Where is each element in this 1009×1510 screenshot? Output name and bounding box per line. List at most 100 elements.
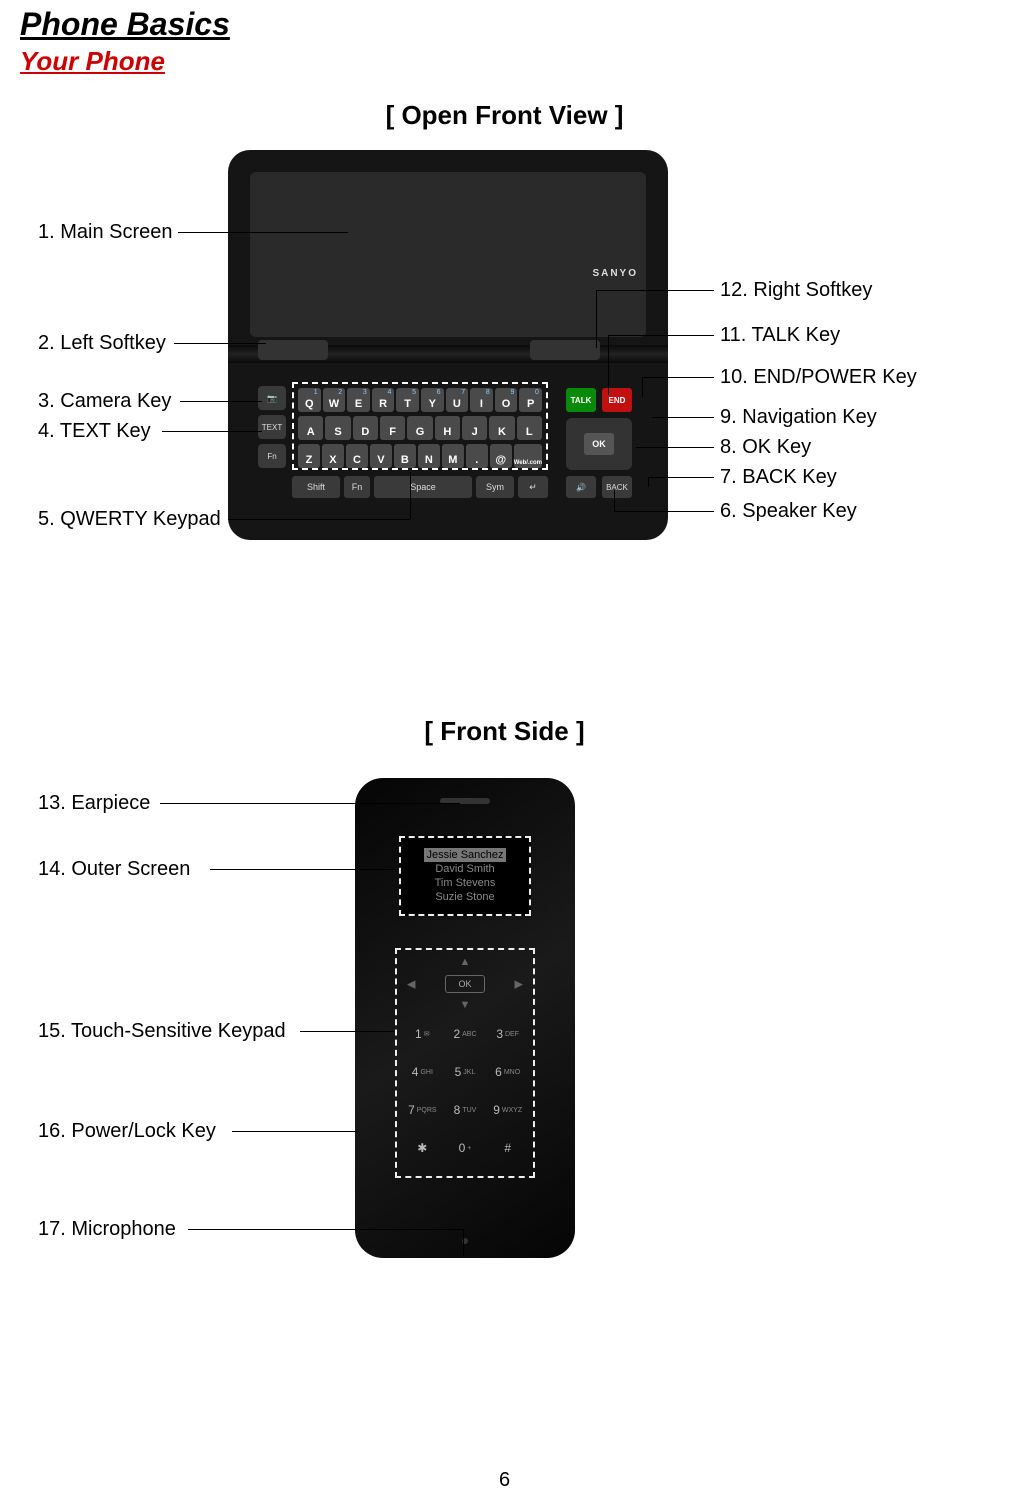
callout-text-key: 4. TEXT Key: [38, 420, 151, 443]
qwerty-key-a[interactable]: A: [298, 416, 323, 440]
lead-power-lock: [232, 1131, 358, 1132]
qwerty-key-i[interactable]: I8: [470, 388, 493, 412]
qwerty-key-d[interactable]: D: [353, 416, 378, 440]
nav-left-icon[interactable]: ◀: [407, 977, 415, 990]
numpad-key-✱[interactable]: ✱: [403, 1131, 442, 1165]
nav-right-icon[interactable]: ▶: [515, 977, 523, 990]
front-ok-key[interactable]: OK: [445, 975, 485, 993]
numpad-key-4[interactable]: 4GHI: [403, 1055, 442, 1089]
callout-main-screen: 1. Main Screen: [38, 221, 173, 244]
qwerty-bottom-row: Shift Fn Space Sym ↵: [292, 476, 548, 498]
end-power-key[interactable]: END: [602, 388, 632, 412]
qwerty-key-z[interactable]: Z: [298, 444, 320, 468]
qwerty-key-s[interactable]: S: [325, 416, 350, 440]
numpad-key-6[interactable]: 6MNO: [488, 1055, 527, 1089]
text-key[interactable]: TEXT: [258, 415, 286, 439]
callout-camera-key: 3. Camera Key: [38, 390, 171, 413]
callout-outer-screen: 14. Outer Screen: [38, 858, 190, 881]
callout-end-key: 10. END/POWER Key: [720, 366, 917, 389]
lead-spk-v: [614, 490, 615, 511]
callout-microphone: 17. Microphone: [38, 1218, 176, 1241]
right-softkey[interactable]: [530, 340, 600, 360]
lead-nav: [652, 417, 714, 418]
qwerty-key-.[interactable]: .: [466, 444, 488, 468]
callout-qwerty: 5. QWERTY Keypad: [38, 508, 221, 531]
space-key[interactable]: Space: [374, 476, 472, 498]
callout-speaker-key: 6. Speaker Key: [720, 500, 857, 523]
brand-logo: SANYO: [592, 268, 638, 279]
callout-left-softkey: 2. Left Softkey: [38, 332, 166, 355]
fn-side-key[interactable]: Fn: [258, 444, 286, 468]
front-nav-pad[interactable]: ▲ ▼ ◀ ▶ OK: [403, 956, 527, 1011]
lead-ok: [636, 447, 714, 448]
numpad-key-2[interactable]: 2ABC: [446, 1017, 485, 1051]
lead-left-softkey: [174, 343, 266, 344]
qwerty-key-c[interactable]: C: [346, 444, 368, 468]
page-title: Phone Basics: [20, 6, 230, 43]
qwerty-key-y[interactable]: Y6: [421, 388, 444, 412]
lead-qwerty-v: [410, 472, 411, 519]
touch-sensitive-keypad[interactable]: ▲ ▼ ◀ ▶ OK 1✉2ABC3DEF 4GHI5JKL6MNO 7PQRS8T…: [395, 948, 535, 1178]
speaker-key[interactable]: 🔊: [566, 476, 596, 498]
talk-key[interactable]: TALK: [566, 388, 596, 412]
callout-right-softkey: 12. Right Softkey: [720, 279, 872, 302]
lead-text-key: [162, 431, 262, 432]
numpad-key-0[interactable]: 0+: [446, 1131, 485, 1165]
qwerty-key-m[interactable]: M: [442, 444, 464, 468]
phone-front-view: Jessie Sanchez David Smith Tim Stevens S…: [355, 778, 575, 1258]
nav-up-icon[interactable]: ▲: [460, 956, 471, 968]
qwerty-key-e[interactable]: E3: [347, 388, 370, 412]
qwerty-key-p[interactable]: P0: [519, 388, 542, 412]
lead-talk-h: [608, 335, 714, 336]
qwerty-key-x[interactable]: X: [322, 444, 344, 468]
numpad-key-3[interactable]: 3DEF: [488, 1017, 527, 1051]
back-key[interactable]: BACK: [602, 476, 632, 498]
open-view-heading: [ Open Front View ]: [0, 100, 1009, 131]
numpad-grid[interactable]: 1✉2ABC3DEF 4GHI5JKL6MNO 7PQRS8TUV9WXYZ ✱0+#: [403, 1017, 527, 1165]
numpad-key-8[interactable]: 8TUV: [446, 1093, 485, 1127]
camera-key[interactable]: 📷: [258, 386, 286, 410]
qwerty-key-u[interactable]: U7: [446, 388, 469, 412]
qwerty-key-q[interactable]: Q1: [298, 388, 321, 412]
lead-microphone-h: [188, 1229, 463, 1230]
ok-key[interactable]: OK: [584, 433, 614, 455]
qwerty-key-h[interactable]: H: [435, 416, 460, 440]
enter-key[interactable]: ↵: [518, 476, 548, 498]
lead-end-v: [642, 377, 643, 397]
contact-item: David Smith: [435, 862, 494, 876]
qwerty-key-v[interactable]: V: [370, 444, 392, 468]
qwerty-key-t[interactable]: T5: [396, 388, 419, 412]
numpad-key-#[interactable]: #: [488, 1131, 527, 1165]
nav-down-icon[interactable]: ▼: [460, 999, 471, 1011]
sym-key[interactable]: Sym: [476, 476, 514, 498]
qwerty-keypad[interactable]: Q1W2E3R4T5Y6U7I8O9P0 ASDFGHJKL ZXCVBNM.@…: [292, 382, 548, 470]
navigation-key[interactable]: OK: [566, 418, 632, 470]
shift-key[interactable]: Shift: [292, 476, 340, 498]
qwerty-key-n[interactable]: N: [418, 444, 440, 468]
qwerty-key-o[interactable]: O9: [495, 388, 518, 412]
callout-power-lock: 16. Power/Lock Key: [38, 1120, 216, 1143]
web-key[interactable]: Web/.com: [514, 444, 542, 468]
numpad-key-9[interactable]: 9WXYZ: [488, 1093, 527, 1127]
qwerty-key-b[interactable]: B: [394, 444, 416, 468]
outer-screen: Jessie Sanchez David Smith Tim Stevens S…: [399, 836, 531, 916]
left-softkey[interactable]: [258, 340, 328, 360]
lead-back-h: [648, 477, 714, 478]
lead-talk-v: [608, 335, 609, 395]
main-screen: [250, 172, 646, 337]
qwerty-key-w[interactable]: W2: [323, 388, 346, 412]
qwerty-key-j[interactable]: J: [462, 416, 487, 440]
qwerty-key-l[interactable]: L: [517, 416, 542, 440]
lead-right-softkey-h: [596, 290, 714, 291]
qwerty-key-k[interactable]: K: [489, 416, 514, 440]
qwerty-key-g[interactable]: G: [407, 416, 432, 440]
qwerty-key-r[interactable]: R4: [372, 388, 395, 412]
numpad-key-7[interactable]: 7PQRS: [403, 1093, 442, 1127]
qwerty-key-@[interactable]: @: [490, 444, 512, 468]
qwerty-key-f[interactable]: F: [380, 416, 405, 440]
fn-key[interactable]: Fn: [344, 476, 370, 498]
numpad-key-5[interactable]: 5JKL: [446, 1055, 485, 1089]
callout-touch-keypad: 15. Touch-Sensitive Keypad: [38, 1020, 286, 1043]
callout-ok-key: 8. OK Key: [720, 436, 811, 459]
numpad-key-1[interactable]: 1✉: [403, 1017, 442, 1051]
